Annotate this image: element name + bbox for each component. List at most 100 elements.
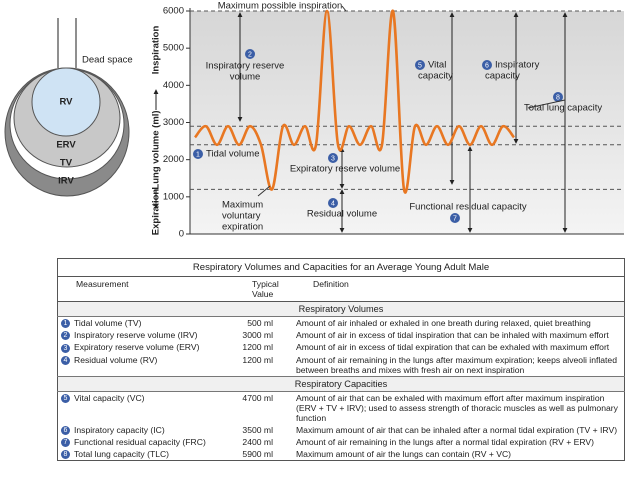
section-row: Respiratory Capacities — [57, 375, 625, 392]
plot-background — [190, 11, 624, 234]
leader — [527, 99, 566, 109]
tv-label: TV — [60, 158, 73, 169]
annotation: Functional residual capacity — [409, 202, 526, 213]
header-cell: Definition — [293, 276, 625, 302]
annotation: capacity — [418, 71, 453, 82]
number-badge — [193, 149, 203, 159]
definition: Amount of air in excess of tidal inspira… — [296, 330, 609, 341]
table-row: 2 Inspiratory reserve volume (IRV) 3000 ml… — [58, 329, 625, 341]
definition: Amount of air in excess of tidal expirat… — [296, 342, 610, 353]
header-cell: Measurement — [57, 276, 222, 302]
table-title: Respiratory Volumes and Capacities for a… — [57, 258, 625, 277]
rv-label: RV — [59, 97, 73, 108]
typical-value: 500 ml — [247, 318, 273, 328]
number-badge: 3 — [61, 343, 70, 353]
measurement-name: Inspiratory capacity (IC) — [74, 424, 165, 435]
definition: Amount of air that can be exhaled with m… — [296, 392, 618, 423]
rv-region — [31, 67, 101, 137]
header-row: Measurement Typical Value Definition — [57, 276, 625, 302]
measurement: 3 Expiratory reserve volume (ERV) — [58, 341, 223, 353]
annotation: Inspiratory — [495, 60, 540, 71]
annotation: expiration — [222, 222, 263, 233]
number-badge-label: 1 — [196, 151, 200, 158]
annotation: Residual volume — [307, 209, 377, 220]
number-badge: 2 — [61, 331, 70, 341]
number-badge-label: 3 — [331, 155, 335, 162]
measurement-name: Vital capacity (VC) — [74, 392, 145, 403]
annotation: volume — [230, 72, 261, 83]
number-badge — [415, 60, 425, 70]
number-badge-label: 7 — [453, 215, 457, 222]
annotation: voluntary — [222, 211, 261, 222]
table-row: 8 Total lung capacity (TLC) 5900 ml Maximum… — [58, 448, 625, 461]
measurement-name: Total lung capacity (TLC) — [74, 449, 170, 460]
typical-value: 3000 ml — [242, 330, 273, 341]
number-badge — [245, 49, 255, 59]
table-row: 4 Residual volume (RV) 1200 ml Amount of ai… — [58, 354, 625, 377]
measurement-name: Expiratory reserve volume (ERV) — [74, 342, 200, 353]
irv-label: IRV — [58, 176, 74, 187]
number-badge — [328, 153, 338, 163]
y-tick-label: 5000 — [163, 43, 184, 54]
section-row: Respiratory Volumes — [57, 301, 625, 317]
typical-value: 1200 ml — [242, 354, 273, 365]
number-badge — [450, 213, 460, 223]
y-axis-label-top: Inspiration — [151, 26, 162, 75]
header-cell: Typical Value — [222, 276, 293, 302]
section-title: Respiratory Volumes — [57, 301, 625, 317]
erv-label: ERV — [56, 140, 76, 151]
definition: Amount of air inhaled or exhaled in one … — [296, 318, 591, 328]
number-badge: 6 — [61, 425, 70, 435]
y-tick-label: 4000 — [163, 80, 184, 91]
annotation: Expiratory reserve volume — [290, 164, 400, 175]
annotation: capacity — [485, 71, 520, 82]
table-row: 6 Inspiratory capacity (IC) 3500 ml Maximum… — [58, 424, 625, 436]
arrows — [237, 12, 568, 233]
number-badge: 1 — [61, 319, 70, 329]
y-tick-label: 2000 — [163, 154, 184, 165]
number-badge-label: 4 — [331, 200, 335, 207]
number-badge: 7 — [61, 438, 70, 448]
annotation: Maximum — [222, 200, 263, 211]
y-tick-label: 3000 — [163, 117, 184, 128]
number-badge: 5 — [61, 393, 70, 403]
number-badge-label: 2 — [248, 51, 252, 58]
measurement-name: Tidal volume (TV) — [74, 318, 142, 328]
table-row: 7 Functional residual capacity (FRC) 2400 … — [58, 436, 625, 448]
number-badge: 8 — [61, 450, 70, 460]
measurement: 6 Inspiratory capacity (IC) — [58, 424, 223, 436]
measurement: 5 Vital capacity (VC) — [58, 391, 223, 424]
measurement: 2 Inspiratory reserve volume (IRV) — [58, 329, 223, 341]
typical-value: 5900 ml — [242, 449, 273, 460]
typical-value: 4700 ml — [242, 392, 273, 403]
annotation: Inspiratory reserve — [206, 61, 285, 72]
leader — [341, 5, 347, 12]
y-tick-label: 6000 — [163, 6, 184, 17]
table-row: 1 Tidal volume (TV) 500 ml Amount of air in… — [58, 317, 625, 330]
number-badge — [553, 92, 563, 102]
measurement: 8 Total lung capacity (TLC) — [58, 448, 223, 461]
y-axis-label-bottom: Expiration — [151, 189, 162, 236]
annotation: Total lung capacity — [524, 103, 602, 114]
spirogram-line — [193, 9, 516, 194]
definition: Maximum amount of air that can be inhale… — [296, 424, 618, 435]
annotation: Maximum possible inspiration — [218, 1, 343, 12]
number-badge-label: 8 — [556, 94, 560, 101]
number-badge — [328, 198, 338, 208]
typical-value: 2400 ml — [242, 436, 273, 447]
number-badge: 4 — [61, 355, 70, 365]
measurement: 4 Residual volume (RV) — [58, 354, 223, 377]
number-badge-label: 5 — [418, 62, 422, 69]
measurement: 1 Tidal volume (TV) — [58, 317, 223, 330]
measurement-name: Residual volume (RV) — [74, 354, 158, 365]
number-badge — [482, 60, 492, 70]
annotation: Tidal volume — [206, 149, 260, 160]
figure: RV ERV TV IRV Dead space 0 1000 2000 3000 40… — [4, 1, 624, 240]
table-row: 3 Expiratory reserve volume (ERV) 1200 ml A… — [58, 341, 625, 353]
definition: Maximum amount of air the lungs can cont… — [296, 449, 512, 460]
dead-space-label: Dead space — [82, 55, 133, 66]
number-badge-label: 6 — [485, 62, 489, 69]
annotation: Vital — [428, 60, 446, 71]
volumes-table: Respiratory Volumes and Capacities for a… — [57, 258, 625, 462]
